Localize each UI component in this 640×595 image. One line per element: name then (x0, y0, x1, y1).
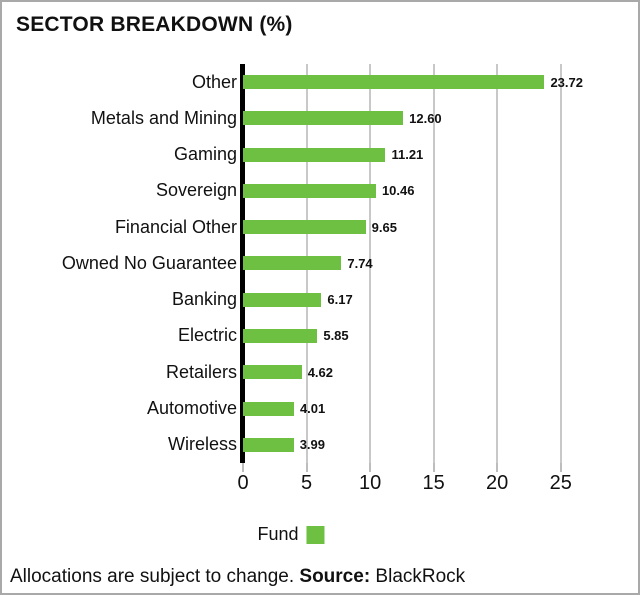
bar-row: Other 23.72 (2, 64, 638, 100)
bar-track: 9.65 (243, 209, 638, 245)
bar-other (243, 75, 545, 90)
category-label: Automotive (146, 398, 237, 419)
x-tick-mark-0 (242, 463, 244, 472)
category-label: Metals and Mining (90, 107, 237, 128)
bar-rows: Other 23.72 Metals and Mining 12.60 Gaming 11… (2, 64, 638, 463)
bar-chart: Other 23.72 Metals and Mining 12.60 Gaming 11… (2, 64, 638, 494)
footnote-text: Allocations are subject to change. (10, 566, 300, 587)
bar-row: Retailers 4.62 (2, 354, 638, 390)
bar-row: Automotive 4.01 (2, 390, 638, 426)
bar-track: 12.60 (243, 100, 638, 136)
bar-track: 7.74 (243, 245, 638, 281)
value-label: 12.60 (409, 110, 442, 126)
bar-track: 4.01 (243, 390, 638, 426)
value-label: 23.72 (550, 74, 583, 90)
chart-title: SECTOR BREAKDOWN (%) (16, 13, 293, 36)
footnote-source-value: BlackRock (370, 566, 466, 587)
category-label: Owned No Guarantee (61, 252, 237, 273)
bar-automotive (243, 401, 294, 416)
x-tick-mark-20 (496, 463, 499, 472)
legend-swatch-fund (306, 525, 325, 544)
footnote: Allocations are subject to change. Sourc… (10, 566, 465, 588)
y-axis-line (240, 64, 245, 463)
value-label: 11.21 (391, 147, 424, 163)
category-label: Gaming (173, 144, 237, 165)
category-label: Sovereign (155, 180, 237, 201)
x-tick-label-15: 15 (422, 472, 445, 494)
bar-track: 10.46 (243, 173, 638, 209)
category-label: Wireless (167, 434, 237, 455)
category-label: Electric (177, 325, 237, 346)
footnote-source-label: Source: (299, 566, 371, 587)
x-tick-label-5: 5 (300, 472, 313, 494)
bar-track: 3.99 (243, 427, 638, 463)
bar-sovereign (243, 183, 376, 198)
bar-track: 5.85 (243, 318, 638, 354)
x-tick-label-0: 0 (237, 472, 249, 494)
gridline-10 (369, 64, 372, 463)
bar-track: 4.62 (243, 354, 638, 390)
value-label: 5.85 (323, 328, 349, 344)
category-label: Financial Other (114, 216, 237, 237)
category-label: Retailers (165, 361, 237, 382)
bar-banking (243, 292, 322, 307)
legend-label: Fund (257, 524, 299, 544)
x-tick-label-10: 10 (358, 472, 382, 494)
x-tick-mark-15 (432, 463, 435, 472)
category-label: Banking (171, 289, 237, 310)
bar-row: Banking 6.17 (2, 282, 638, 318)
x-tick-mark-10 (369, 463, 372, 472)
legend: Fund (257, 524, 325, 545)
gridline-25 (559, 64, 562, 463)
bar-row: Financial Other 9.65 (2, 209, 638, 245)
bar-retailers (243, 365, 302, 380)
bar-track: 23.72 (243, 64, 638, 100)
bar-financial-other (243, 220, 366, 235)
bar-track: 11.21 (243, 137, 638, 173)
value-label: 4.62 (307, 364, 334, 380)
bar-wireless (243, 437, 294, 452)
x-tick-mark-5 (305, 463, 308, 472)
bar-row: Electric 5.85 (2, 318, 638, 354)
bar-row: Gaming 11.21 (2, 137, 638, 173)
bar-gaming (243, 147, 386, 162)
x-tick-mark-25 (559, 463, 562, 472)
bar-row: Metals and Mining 12.60 (2, 100, 638, 136)
value-label: 9.65 (371, 219, 397, 235)
bar-track: 6.17 (243, 282, 638, 318)
gridline-15 (432, 64, 435, 463)
value-label: 6.17 (327, 292, 353, 308)
bar-row: Sovereign 10.46 (2, 173, 638, 209)
value-label: 10.46 (381, 183, 415, 199)
bar-metals-and-mining (243, 111, 404, 126)
value-label: 7.74 (347, 255, 373, 271)
x-tick-label-20: 20 (486, 472, 509, 494)
bar-owned-no-guarantee (243, 256, 342, 271)
bar-row: Wireless 3.99 (2, 427, 638, 463)
bar-electric (243, 328, 318, 343)
bar-row: Owned No Guarantee 7.74 (2, 245, 638, 281)
category-label: Other (191, 71, 237, 92)
gridline-20 (496, 64, 499, 463)
value-label: 4.01 (299, 401, 326, 417)
value-label: 3.99 (299, 437, 326, 453)
x-tick-label-25: 25 (549, 472, 572, 494)
